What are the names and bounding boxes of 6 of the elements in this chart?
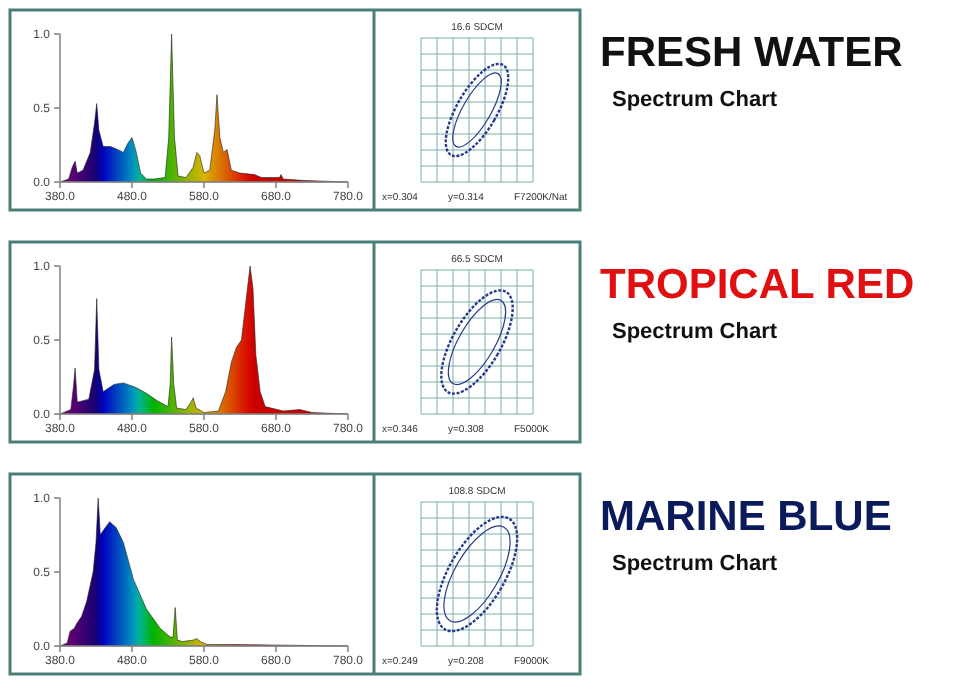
text: Spectrum Chart: [612, 552, 778, 576]
text: Spectrum Chart: [612, 320, 778, 344]
text: MARINE BLUE: [600, 494, 892, 540]
text: TROPICAL RED: [600, 262, 915, 308]
text: Spectrum Chart: [612, 88, 778, 112]
text: FRESH WATER: [600, 30, 903, 76]
